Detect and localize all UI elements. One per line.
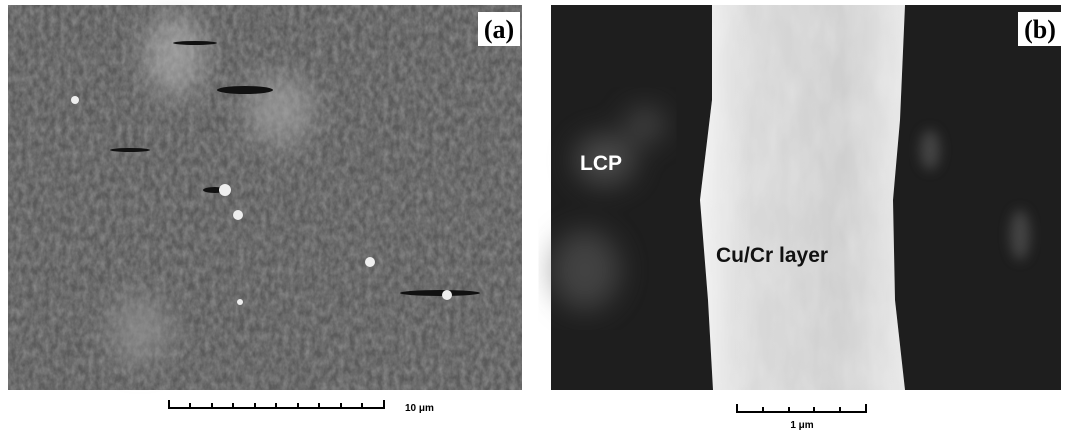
texture-a xyxy=(8,5,522,390)
scale-bar-b xyxy=(737,404,866,413)
panel-a: (a) xyxy=(8,5,522,390)
scale-bar-label: 10 μm xyxy=(405,403,434,414)
scale-bar-label: 1 μm xyxy=(790,420,813,431)
layer-texture xyxy=(700,5,905,390)
annotation: LCP xyxy=(580,152,622,175)
page: (a) (b) LCP Cu/Cr layer 10 μm xyxy=(0,0,1065,434)
annotation: Cu/Cr layer xyxy=(716,244,828,267)
panel-label: (a) xyxy=(484,15,514,44)
panel-label: (b) xyxy=(1024,15,1056,44)
panel-b: (b) LCP Cu/Cr layer xyxy=(550,5,1061,390)
figure: (a) (b) LCP Cu/Cr layer 10 μm xyxy=(0,0,1065,434)
scale-bar-a xyxy=(169,400,384,409)
